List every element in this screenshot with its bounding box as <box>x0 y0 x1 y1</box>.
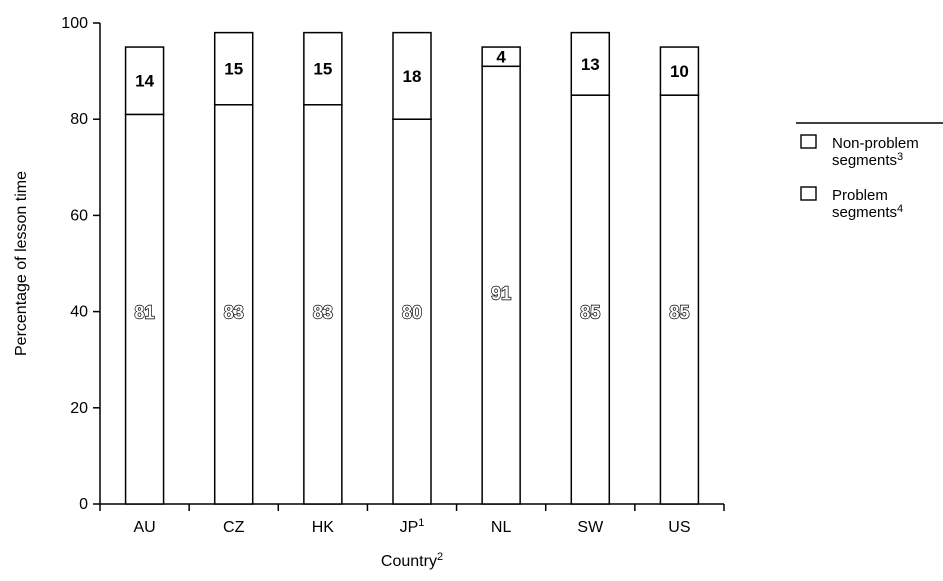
legend-label-superscript: 3 <box>897 151 903 163</box>
y-tick-label: 100 <box>61 15 88 32</box>
x-tick-label: US <box>668 519 690 536</box>
x-tick-label-text: US <box>668 519 690 536</box>
data-label-problem: 83 <box>313 303 333 323</box>
bar-problem-nl <box>481 65 521 505</box>
data-label-non-problem: 10 <box>670 62 689 81</box>
x-axis-title: Country2 <box>381 551 443 570</box>
bar-problem-cz <box>213 104 254 505</box>
legend-label-line2-text: segments <box>832 204 897 221</box>
y-tick-label: 0 <box>79 496 88 513</box>
data-label-problem: 85 <box>669 303 689 323</box>
legend-label-line2: segments3 <box>832 151 903 169</box>
x-tick-label-text: JP <box>400 519 419 536</box>
x-tick-label-text: HK <box>312 519 335 536</box>
data-label-non-problem: 14 <box>135 72 154 91</box>
y-tick-label: 80 <box>70 111 88 128</box>
legend-label-line2-text: segments <box>832 152 897 169</box>
x-tick-label: NL <box>491 519 512 536</box>
data-label-problem: 80 <box>402 303 422 323</box>
x-tick-label: SW <box>577 519 604 536</box>
bar-non-problem-sw <box>570 31 611 96</box>
axes: 0 20 40 60 80 100 Percentage of lesson time Cou… <box>13 15 725 570</box>
bar-non-problem-cz <box>213 31 254 106</box>
x-tick-label-text: SW <box>577 519 604 536</box>
data-label-non-problem: 15 <box>313 60 332 79</box>
data-label-problem: 91 <box>491 283 511 303</box>
bars <box>124 31 700 505</box>
bar-non-problem-us <box>659 46 700 96</box>
x-tick-label: JP1 <box>400 517 425 536</box>
x-tick-label-text: CZ <box>223 519 245 536</box>
legend-label-line1: Problem <box>832 187 888 204</box>
y-tick-label: 60 <box>70 207 88 224</box>
bar-problem-us <box>659 94 700 505</box>
x-axis-title-text: Country <box>381 553 437 570</box>
data-label-non-problem: 13 <box>581 55 600 74</box>
data-label-problem: 83 <box>224 303 244 323</box>
x-tick-label: AU <box>133 519 155 536</box>
bar-problem-sw <box>570 94 611 505</box>
labels: 81 14 AU 83 15 CZ 83 15 HK 80 18 JP1 91 4 NL 85 13 SW 85 10… <box>133 48 690 536</box>
bar-non-problem-hk <box>303 31 343 106</box>
x-tick-label-text: AU <box>133 519 155 536</box>
legend-label-line2: segments4 <box>832 203 903 221</box>
data-label-problem: 85 <box>580 303 600 323</box>
legend-label-superscript: 4 <box>897 203 903 215</box>
data-label-non-problem: 4 <box>496 48 506 67</box>
bar-problem-hk <box>303 104 343 505</box>
bar-non-problem-nl <box>481 46 521 68</box>
bar-problem-au <box>124 113 165 505</box>
data-label-non-problem: 18 <box>403 67 422 86</box>
legend-label-line1: Non-problem <box>832 135 919 152</box>
x-tick-label: HK <box>312 519 335 536</box>
bar-non-problem-au <box>124 46 165 116</box>
y-tick-label: 20 <box>70 400 88 417</box>
legend-swatch <box>800 186 817 201</box>
legend-swatch <box>800 134 817 149</box>
x-axis-title-superscript: 2 <box>437 551 443 563</box>
x-tick-label-superscript: 1 <box>418 517 424 529</box>
bar-non-problem-jp <box>392 31 432 120</box>
y-tick-label: 40 <box>70 304 88 321</box>
x-tick-label-text: NL <box>491 519 512 536</box>
y-axis-title: Percentage of lesson time <box>13 171 30 356</box>
data-label-non-problem: 15 <box>224 60 243 79</box>
x-tick-label: CZ <box>223 519 245 536</box>
data-label-problem: 81 <box>135 303 155 323</box>
